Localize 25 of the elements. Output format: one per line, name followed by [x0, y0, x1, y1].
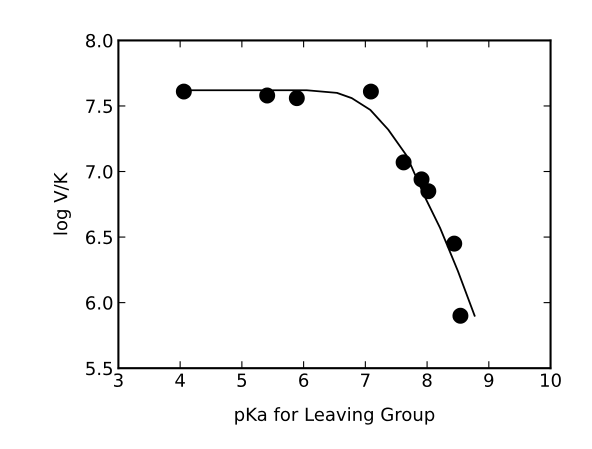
point	[452, 308, 468, 324]
point	[176, 84, 192, 100]
x-tick-label: 6	[299, 373, 308, 388]
y-tick-label: 5.5	[86, 362, 112, 376]
x-tick-label: 3	[114, 373, 123, 388]
point	[362, 84, 379, 100]
x-tick-label: 8	[422, 373, 432, 388]
y-tick-label: 6.0	[86, 296, 112, 310]
x-tick-label: 4	[175, 374, 185, 387]
x-tick-label: 5	[238, 374, 246, 388]
y-tick-label: 7.0	[86, 164, 112, 179]
y-axis-title: log V/K	[53, 172, 71, 234]
y-tick-label: 7.5	[86, 100, 112, 114]
x-tick-label: 7	[361, 374, 370, 387]
point	[396, 154, 412, 170]
point	[414, 171, 430, 188]
point	[420, 183, 436, 200]
x-tick-label: 9	[484, 373, 494, 388]
x-axis-title: pKa for Leaving Group	[235, 407, 434, 425]
point	[259, 87, 276, 104]
y-tick-label: 8.0	[86, 34, 112, 48]
point	[446, 236, 462, 252]
x-tick-label: 10	[541, 373, 561, 388]
y-tick-label: 6.5	[86, 230, 112, 244]
point	[288, 90, 305, 106]
